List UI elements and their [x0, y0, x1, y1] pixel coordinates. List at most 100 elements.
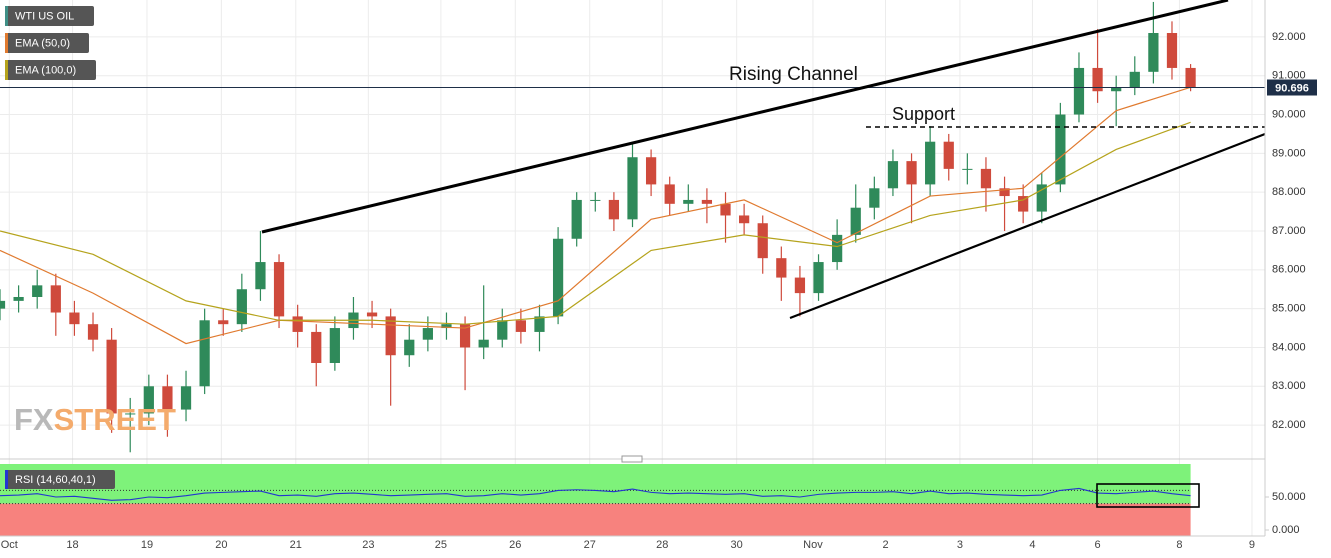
candle-body — [292, 316, 303, 332]
last-price-label: 90.696 — [1275, 82, 1309, 94]
highlight-box — [1096, 483, 1200, 508]
x-tick-label: 28 — [656, 539, 668, 551]
legend-swatch — [5, 6, 8, 26]
x-tick-label: 25 — [435, 539, 447, 551]
candle-body — [683, 199, 694, 204]
x-tick-label: 21 — [290, 539, 302, 551]
y-tick-label: 87.000 — [1272, 225, 1306, 237]
candle-body — [720, 203, 731, 216]
candle-body — [1129, 71, 1140, 88]
candle-body — [571, 199, 582, 239]
candle-body — [273, 262, 285, 317]
x-tick-label: 3 — [957, 539, 963, 551]
candle-body — [255, 262, 266, 290]
candle-body — [962, 168, 973, 170]
candle-body — [143, 386, 154, 414]
y-tick-label: 84.000 — [1272, 341, 1306, 353]
resize-handle[interactable] — [621, 455, 643, 463]
watermark-part: FX — [14, 402, 54, 437]
candle-body — [534, 316, 545, 332]
y-tick-label: 89.000 — [1272, 147, 1306, 159]
annotation: Rising Channel — [729, 64, 858, 85]
ema-line — [0, 86, 1191, 345]
grid: 82.000 83.000 84.000 85.000 86.000 87.000 88.0… — [0, 0, 1306, 551]
x-tick-label: 18 — [66, 539, 78, 551]
candle-body — [478, 339, 489, 348]
legend-box — [5, 60, 96, 80]
legend-swatch — [5, 33, 8, 53]
candle-body — [329, 328, 340, 363]
rsi-lower-zone — [0, 503, 1191, 536]
x-tick-label: 27 — [584, 539, 596, 551]
candle-body — [999, 188, 1010, 197]
legend-box — [5, 33, 89, 53]
x-tick-label: 4 — [1029, 539, 1035, 551]
legend-swatch — [5, 470, 8, 489]
candle-body — [366, 312, 378, 317]
x-tick-label: 6 — [1095, 539, 1101, 551]
candle-body — [794, 277, 806, 294]
plot — [0, 1, 1265, 536]
candle-body — [422, 328, 433, 340]
candle-body — [1055, 114, 1066, 185]
ema-line — [0, 121, 1191, 325]
candle-body — [199, 320, 210, 387]
legend-label: EMA (100,0) — [15, 64, 76, 76]
legend-box — [5, 6, 94, 26]
candle-body — [552, 238, 564, 317]
overlay: 90.696 WTI US OIL EMA (50,0) EMA (100,0) RSI… — [5, 6, 1317, 489]
legend-box — [5, 470, 115, 489]
y-tick-label: 0.000 — [1272, 524, 1300, 536]
last-price-tag — [1267, 79, 1317, 96]
candle-body — [608, 199, 620, 220]
candle-body — [1166, 32, 1178, 68]
rsi-upper-zone — [0, 464, 1191, 504]
candle-body — [125, 413, 136, 415]
y-tick-label: 83.000 — [1272, 380, 1306, 392]
candle-body — [69, 312, 80, 325]
legend-label: RSI (14,60,40,1) — [15, 474, 96, 486]
candle-body — [441, 324, 452, 329]
y-tick-label: 85.000 — [1272, 303, 1306, 315]
watermark: FXSTREET — [14, 402, 176, 437]
legend-swatch — [5, 60, 8, 80]
candle-body — [236, 289, 247, 325]
candle-body — [925, 141, 936, 185]
candle-body — [1018, 196, 1029, 212]
candle-body — [1073, 67, 1085, 115]
candle-body — [832, 234, 843, 263]
candle-body — [664, 184, 675, 204]
candle-body — [943, 141, 954, 169]
candle-body — [13, 296, 24, 301]
candle-body — [739, 215, 750, 224]
y-tick-label: 90.000 — [1272, 108, 1306, 120]
candle-body — [1036, 184, 1047, 212]
candle-body — [50, 285, 61, 313]
candle-body — [757, 223, 768, 259]
candle-body — [218, 320, 229, 325]
candle-body — [980, 168, 992, 189]
y-tick-label: 91.000 — [1272, 70, 1306, 82]
candle-body — [459, 324, 471, 348]
channel-upper — [261, 0, 1229, 234]
candle-body — [645, 157, 657, 185]
candle-body — [1092, 67, 1103, 92]
y-tick-label: 50.000 — [1272, 491, 1306, 503]
candle-body — [87, 324, 99, 340]
x-tick-label: 2 — [882, 539, 888, 551]
candle-body — [701, 199, 713, 204]
candle-body — [1185, 67, 1196, 88]
x-tick-label: 23 — [362, 539, 374, 551]
candle-body — [887, 161, 899, 189]
x-tick-label: 20 — [215, 539, 227, 551]
candle-body — [869, 188, 880, 208]
candle-body — [1148, 32, 1159, 72]
candle-body — [0, 300, 6, 309]
candle-body — [180, 386, 192, 410]
candle-body — [906, 161, 917, 185]
candle-body — [497, 320, 508, 340]
x-tick-label: Nov — [803, 539, 823, 551]
channel-lower — [789, 132, 1266, 320]
x-tick-label: 30 — [731, 539, 743, 551]
